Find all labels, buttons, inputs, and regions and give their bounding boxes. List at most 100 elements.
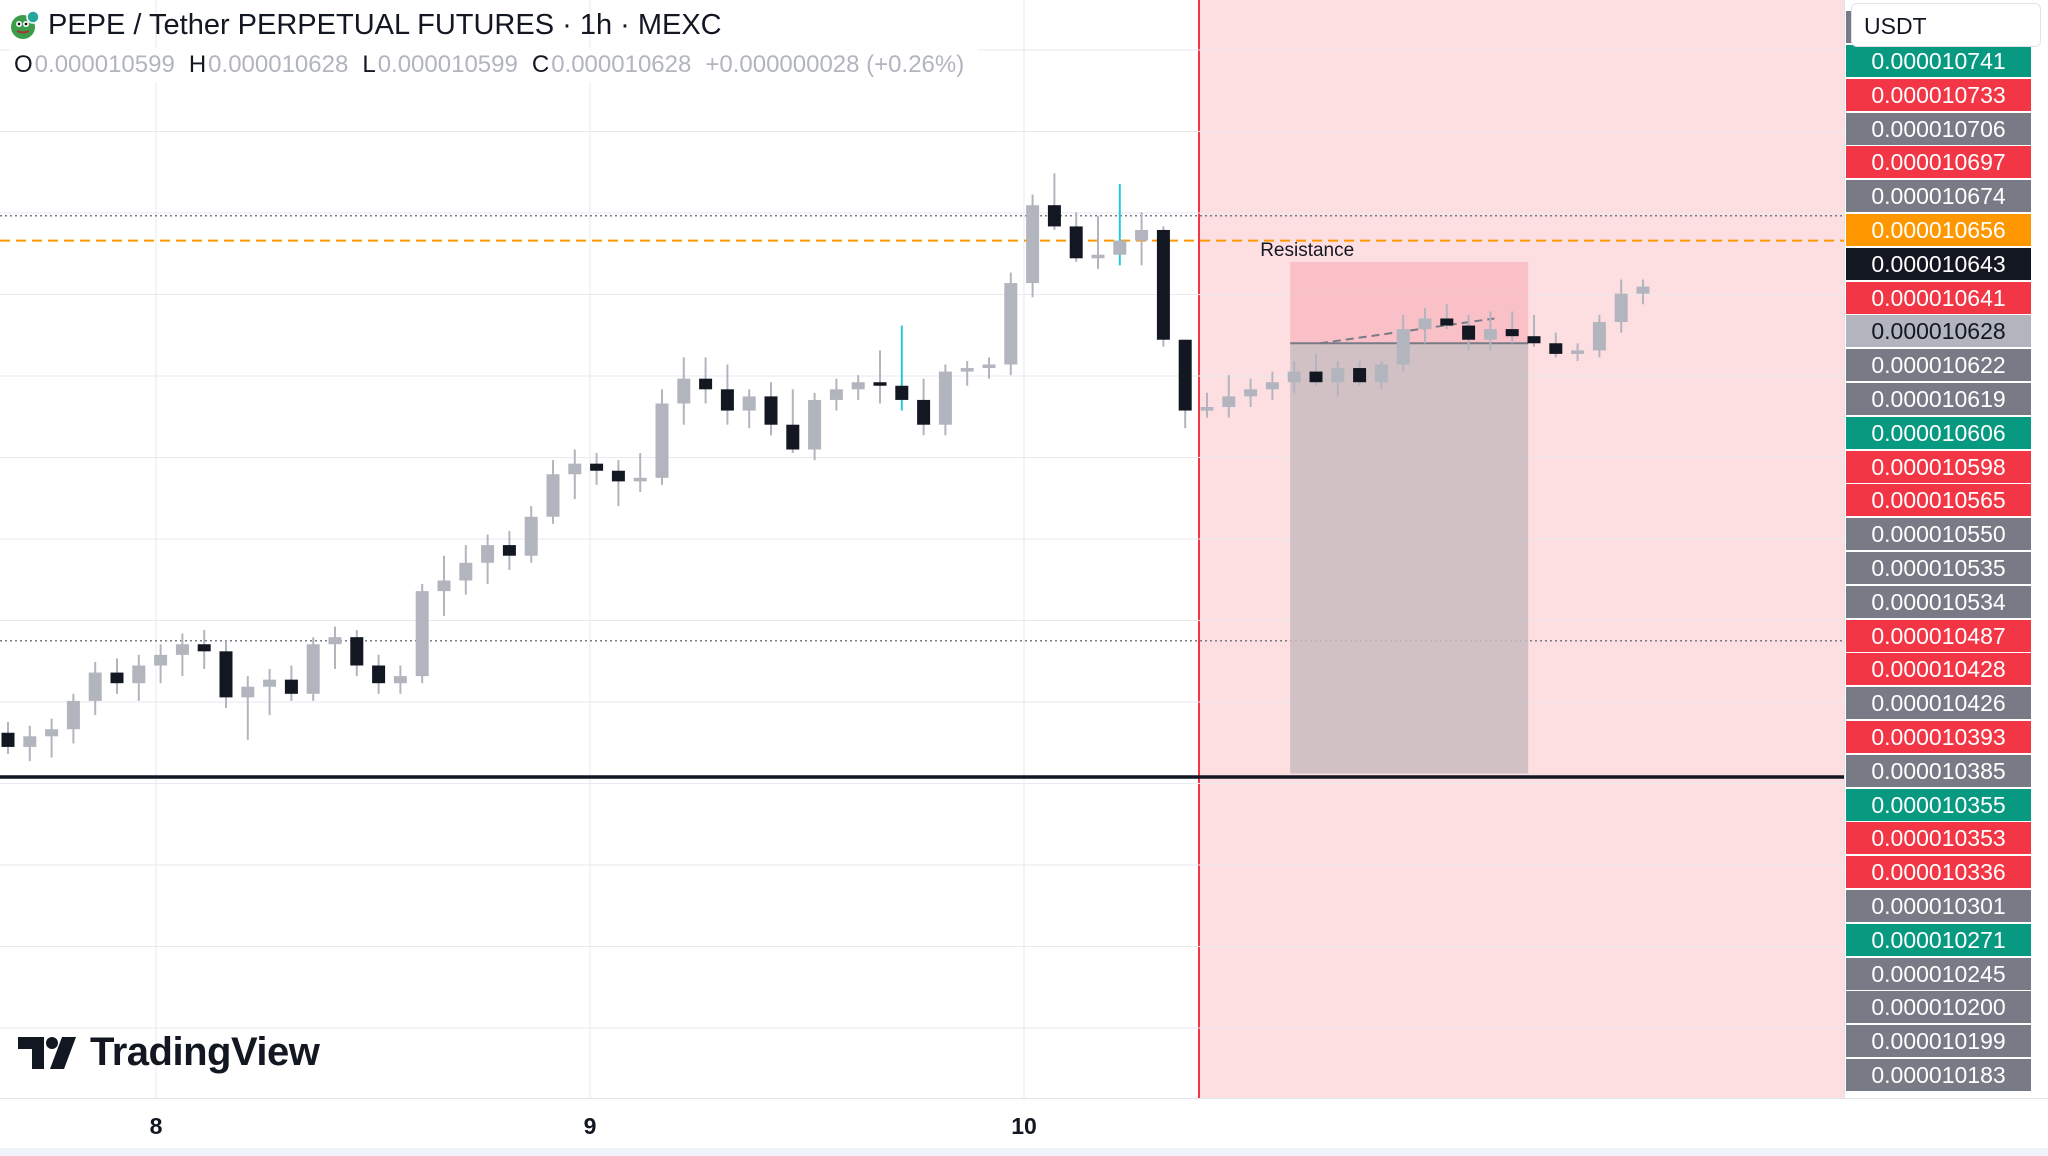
candle[interactable]	[1047, 173, 1061, 230]
candle[interactable]	[655, 389, 669, 485]
candle[interactable]	[110, 658, 124, 694]
candle[interactable]	[1113, 183, 1127, 266]
chart-area[interactable]: Resistance PEPE / Tether PERPETUAL FUTUR…	[0, 0, 1844, 1098]
currency-selector[interactable]: USDT	[1851, 3, 2041, 47]
candle[interactable]	[481, 534, 495, 585]
candle[interactable]	[720, 364, 734, 425]
candle[interactable]	[502, 530, 516, 570]
candle[interactable]	[1483, 311, 1497, 351]
change-value: +0.000000028 (+0.26%)	[705, 51, 965, 78]
candle[interactable]	[284, 665, 298, 701]
candle[interactable]	[88, 661, 102, 716]
candle[interactable]	[328, 626, 342, 670]
candle[interactable]	[1200, 392, 1214, 418]
candle-body-down	[502, 545, 516, 556]
candle[interactable]	[1353, 360, 1367, 386]
candle[interactable]	[1462, 314, 1476, 351]
candle[interactable]	[175, 633, 189, 677]
candle[interactable]	[611, 460, 625, 507]
candle-body-up	[1396, 329, 1410, 365]
candle[interactable]	[524, 506, 538, 563]
candle[interactable]	[1287, 360, 1301, 393]
candle[interactable]	[1026, 194, 1040, 298]
price-label: 0.000010271	[1846, 923, 2031, 956]
candle[interactable]	[1222, 375, 1236, 418]
candle[interactable]	[1004, 272, 1018, 376]
candle[interactable]	[1396, 314, 1410, 372]
candle[interactable]	[1527, 314, 1541, 347]
candle[interactable]	[895, 325, 909, 411]
low-value: 0.000010599	[377, 51, 518, 78]
candle[interactable]	[1156, 226, 1170, 347]
candle[interactable]	[350, 630, 364, 677]
price-chart[interactable]: Resistance	[0, 0, 1844, 1098]
pepe-coin-icon[interactable]	[10, 10, 40, 40]
candle[interactable]	[699, 357, 713, 404]
low-label: L	[362, 51, 376, 78]
candle-body-up	[938, 371, 952, 425]
candle[interactable]	[851, 375, 865, 400]
price-label: 0.000010245	[1846, 957, 2031, 990]
price-axis[interactable]: 0.0000107580.0000107410.0000107330.00001…	[1844, 0, 2048, 1098]
candle[interactable]	[45, 718, 59, 758]
price-label: 0.000010697	[1846, 146, 2031, 179]
candle[interactable]	[786, 389, 800, 454]
candle[interactable]	[1592, 314, 1606, 358]
candle[interactable]	[590, 453, 604, 485]
candle[interactable]	[568, 449, 582, 500]
candle-body-down	[1353, 368, 1367, 383]
candle[interactable]	[1135, 212, 1149, 266]
candle[interactable]	[1614, 279, 1628, 333]
candle[interactable]	[1331, 360, 1345, 397]
candle-body-up	[1592, 322, 1606, 351]
candle[interactable]	[1374, 360, 1388, 390]
time-axis[interactable]: 8 9 10	[0, 1098, 2048, 1156]
candle[interactable]	[829, 378, 843, 411]
candle[interactable]	[982, 357, 996, 379]
candle[interactable]	[1418, 307, 1432, 344]
candle[interactable]	[1091, 215, 1105, 269]
close-label: C	[531, 51, 550, 78]
candle[interactable]	[742, 389, 756, 429]
candle[interactable]	[23, 725, 37, 762]
candle[interactable]	[1549, 332, 1563, 358]
candle[interactable]	[677, 357, 691, 425]
candle[interactable]	[1440, 304, 1454, 330]
candle[interactable]	[546, 460, 560, 524]
candle[interactable]	[263, 669, 277, 716]
price-label: 0.000010674	[1846, 180, 2031, 213]
candle-body-up	[1244, 389, 1258, 397]
candle-body-up	[808, 399, 822, 450]
candle[interactable]	[154, 644, 168, 684]
candle[interactable]	[437, 555, 451, 616]
candle[interactable]	[1505, 311, 1519, 344]
symbol-title[interactable]: PEPE / Tether PERPETUAL FUTURES · 1h · M…	[48, 8, 722, 41]
candle[interactable]	[1309, 353, 1323, 386]
candle[interactable]	[1, 722, 15, 755]
candle[interactable]	[219, 640, 233, 708]
candle[interactable]	[960, 360, 974, 386]
candle[interactable]	[459, 545, 473, 595]
candle-body-up	[1026, 205, 1040, 284]
candle[interactable]	[66, 693, 80, 744]
candle[interactable]	[241, 676, 255, 740]
candle[interactable]	[1636, 279, 1650, 305]
candle[interactable]	[873, 350, 887, 404]
candle[interactable]	[1178, 339, 1192, 429]
candle[interactable]	[938, 364, 952, 436]
candle[interactable]	[393, 665, 407, 694]
candle[interactable]	[1571, 343, 1585, 361]
tradingview-logo[interactable]: TradingView	[18, 1030, 320, 1075]
candle[interactable]	[1265, 371, 1279, 400]
candle[interactable]	[917, 378, 931, 436]
candle[interactable]	[132, 654, 146, 701]
candle[interactable]	[808, 392, 822, 461]
candle[interactable]	[633, 453, 647, 492]
candle[interactable]	[197, 630, 211, 670]
candle[interactable]	[1069, 212, 1083, 262]
candle[interactable]	[415, 584, 429, 684]
candle[interactable]	[1244, 378, 1258, 408]
candle[interactable]	[306, 637, 320, 701]
candle[interactable]	[764, 382, 778, 436]
candle[interactable]	[372, 654, 386, 694]
